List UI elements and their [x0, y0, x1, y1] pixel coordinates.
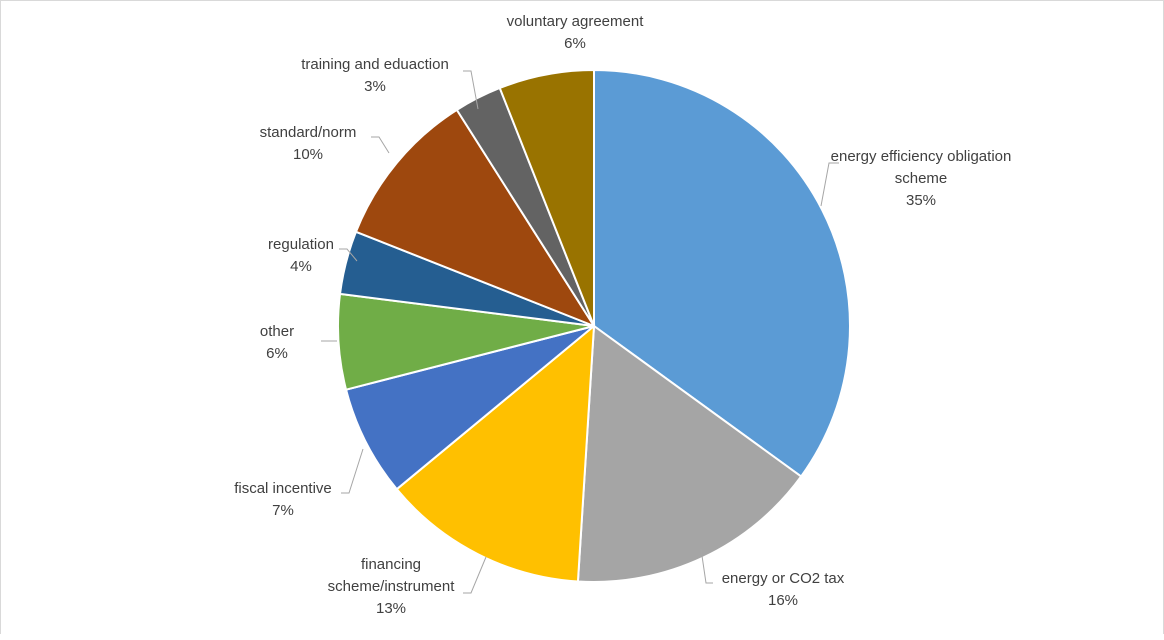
slice-category-label: regulation [268, 236, 334, 253]
slice-label-1: energy efficiency obligation scheme 35% [831, 148, 1012, 209]
slice-percent-label: 13% [376, 600, 406, 617]
leader-line-2 [700, 548, 713, 584]
slice-label-6: regulation 4% [268, 236, 334, 275]
labels-layer: energy efficiency obligation scheme 35%ene… [234, 13, 1011, 617]
leader-line-3 [463, 556, 487, 594]
slice-label-2: energy or CO2 tax 16% [722, 570, 845, 609]
slice-category-label: fiscal incentive [234, 480, 332, 497]
pie-slice-7 [354, 108, 597, 329]
slice-category-label: training and eduaction [301, 56, 449, 73]
slice-percent-label: 10% [293, 146, 323, 163]
leader-lines-layer [321, 70, 839, 594]
slice-label-9: voluntary agreement 6% [507, 13, 645, 52]
leader-line-8 [463, 70, 479, 110]
slice-percent-label: 7% [272, 502, 294, 519]
leader-line-6 [339, 248, 358, 262]
slice-category-label: other [260, 323, 294, 340]
slice-category-label: financing [361, 556, 421, 573]
slice-percent-label: 6% [266, 345, 288, 362]
pie-slice-4 [344, 325, 595, 491]
slice-label-4: fiscal incentive 7% [234, 480, 332, 519]
pie-slice-1 [593, 68, 851, 478]
slice-category-label: voluntary agreement [507, 13, 645, 30]
slice-category-label: scheme/instrument [328, 578, 456, 595]
slice-percent-label: 6% [564, 35, 586, 52]
slice-category-label: energy efficiency obligation [831, 148, 1012, 165]
leader-line-4 [341, 448, 364, 494]
slice-percent-label: 35% [906, 192, 936, 209]
slices-layer [337, 68, 851, 583]
slice-percent-label: 4% [290, 258, 312, 275]
pie-slice-2 [576, 324, 803, 583]
slice-label-3: financing scheme/instrument 13% [328, 556, 456, 617]
slice-percent-label: 16% [768, 592, 798, 609]
slice-category-label: standard/norm [260, 124, 357, 141]
slice-percent-label: 3% [364, 78, 386, 95]
slice-category-label: scheme [895, 170, 948, 187]
slice-label-8: training and eduaction 3% [301, 56, 449, 95]
pie-slice-3 [395, 323, 596, 583]
leader-line-7 [371, 136, 390, 154]
pie-slice-9 [498, 68, 595, 327]
slice-label-5: other 6% [260, 323, 294, 362]
leader-line-1 [820, 162, 839, 207]
slice-label-7: standard/norm 10% [260, 124, 357, 163]
slice-category-label: energy or CO2 tax [722, 570, 845, 587]
